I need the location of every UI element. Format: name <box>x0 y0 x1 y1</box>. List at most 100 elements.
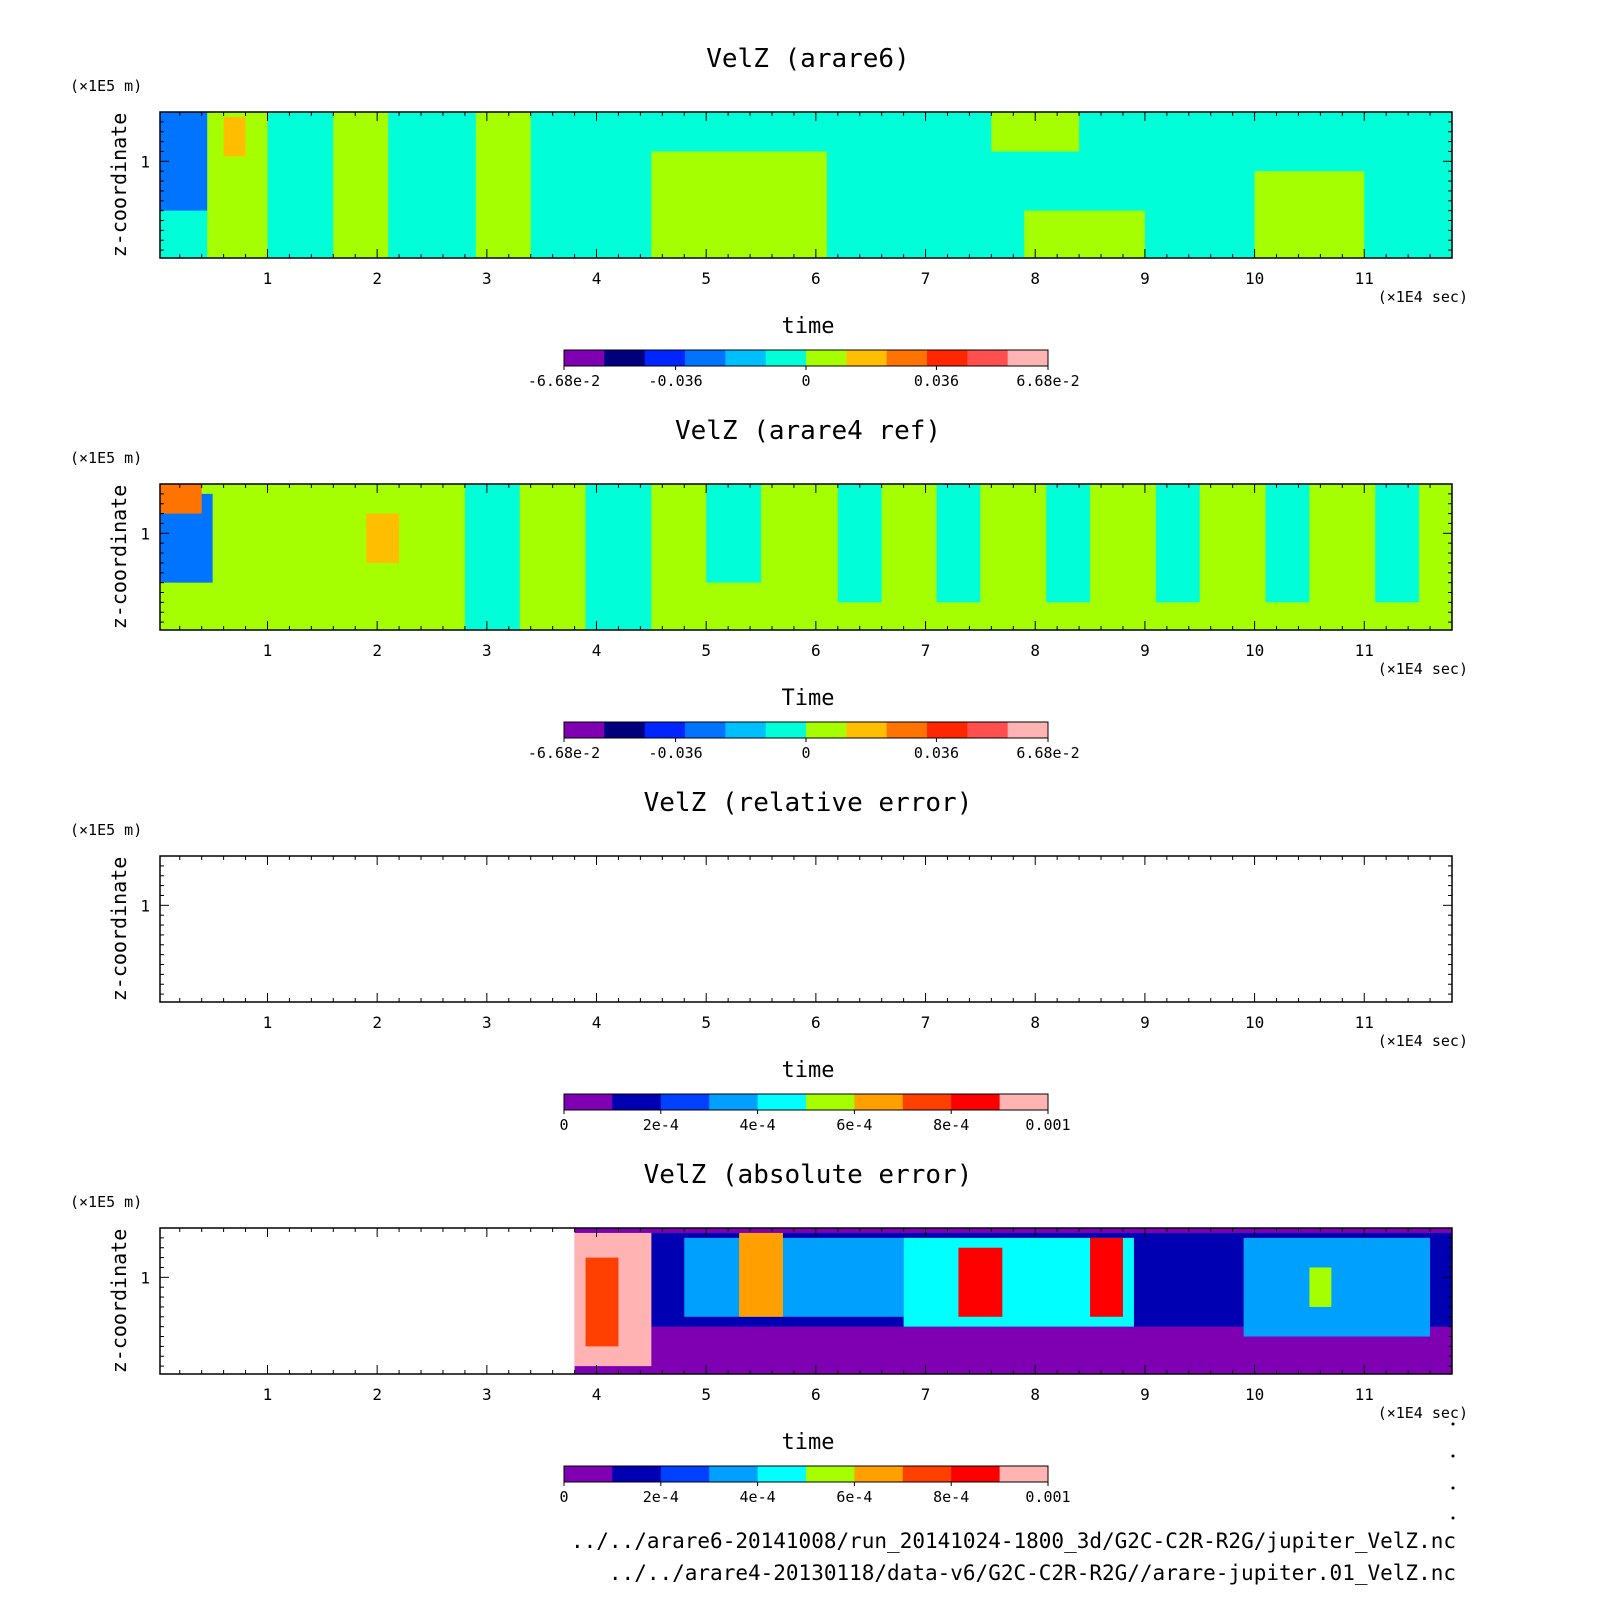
x-tick-label: 1 <box>263 1385 273 1404</box>
colorbar-swatch <box>854 1094 904 1110</box>
colorbar: -6.68e-2 -0.036 0 0.036 6.68e-2 <box>528 349 1080 390</box>
panel-arare6: VelZ (arare6) (×1E5 m) z-coordinate 1 2 3 4… <box>70 44 1468 390</box>
source-file-path-2: ../../arare4-20130118/data-v6/G2C-C2R-R2… <box>609 1561 1456 1585</box>
colorbar-swatch <box>806 1094 855 1110</box>
contour-region <box>464 484 520 630</box>
colorbar-swatch <box>846 722 888 738</box>
panel-title: VelZ (arare6) <box>706 44 910 74</box>
colorbar-label: -6.68e-2 <box>528 744 600 762</box>
contour-region <box>739 1232 783 1317</box>
contour-region <box>1243 1237 1431 1337</box>
colorbar-swatch <box>806 350 847 366</box>
x-tick-label: 3 <box>482 1013 492 1032</box>
x-tick-label: 4 <box>592 269 602 288</box>
colorbar-label: 6.68e-2 <box>1016 744 1079 762</box>
contour-region <box>585 484 652 630</box>
x-tick-label: 8 <box>1030 1385 1040 1404</box>
contour-region <box>1309 1267 1332 1307</box>
heatmap-plot: 1 2 3 4 5 6 7 8 9 10 111 <box>140 855 1453 1032</box>
heatmap-plot: 1 2 3 4 5 6 7 8 9 10 111 <box>140 1227 1453 1404</box>
colorbar-swatch <box>757 1094 807 1110</box>
colorbar-label: 0.036 <box>914 372 959 390</box>
x-tick-label: 5 <box>701 1013 711 1032</box>
x-tick-label: 7 <box>921 1385 931 1404</box>
colorbar-swatch <box>604 350 646 366</box>
contour-region <box>1024 210 1145 258</box>
colorbar-swatch <box>660 1466 710 1482</box>
y-unit-label: (×1E5 m) <box>70 449 142 467</box>
colorbar-swatch <box>902 1466 952 1482</box>
panel-title: VelZ (arare4 ref) <box>675 416 941 446</box>
colorbar-swatch <box>644 722 686 738</box>
x-tick-label: 6 <box>811 269 821 288</box>
x-tick-label: 1 <box>263 641 273 660</box>
colorbar-swatch <box>564 350 605 366</box>
colorbar-swatch <box>612 1094 662 1110</box>
colorbar-swatch <box>685 722 726 738</box>
x-unit-label: (×1E4 sec) <box>1378 660 1468 678</box>
panel-title: VelZ (relative error) <box>644 788 973 818</box>
x-tick-label: 2 <box>372 269 382 288</box>
colorbar-swatch <box>951 1094 1001 1110</box>
colorbar-swatch <box>564 1466 613 1482</box>
x-tick-label: 8 <box>1030 1013 1040 1032</box>
colorbar-swatch <box>806 722 847 738</box>
x-tick-label: 6 <box>811 1385 821 1404</box>
x-tick-label: 9 <box>1140 1013 1150 1032</box>
colorbar-swatch <box>967 722 1009 738</box>
colorbar-swatch <box>685 350 726 366</box>
x-tick-label: 4 <box>592 1013 602 1032</box>
colorbar-swatch <box>564 1094 613 1110</box>
x-tick-label: 10 <box>1245 641 1264 660</box>
colorbar-swatch <box>846 350 888 366</box>
x-tick-label: 5 <box>701 269 711 288</box>
colorbar-swatch <box>902 1094 952 1110</box>
colorbar-label: 8e-4 <box>933 1488 969 1506</box>
y-unit-label: (×1E5 m) <box>70 1193 142 1211</box>
dot-marker <box>1451 1422 1455 1426</box>
colorbar-swatch <box>644 350 686 366</box>
colorbar-label: 0.001 <box>1025 1116 1070 1134</box>
colorbar-label: 8e-4 <box>933 1116 969 1134</box>
plot-frame <box>159 855 1453 1003</box>
colorbar-frame <box>563 1465 1049 1483</box>
colorbar-swatch <box>604 722 646 738</box>
colorbar-swatch <box>709 1094 759 1110</box>
x-tick-label: 4 <box>592 1385 602 1404</box>
y-axis-label: z-coordinate <box>107 113 131 258</box>
colorbar-label: 0.036 <box>914 744 959 762</box>
contour-region <box>958 1247 1003 1317</box>
x-tick-label: 9 <box>1140 269 1150 288</box>
contour-region <box>160 484 1452 630</box>
panel-arare4-ref: VelZ (arare4 ref) (×1E5 m) z-coordinate … <box>70 416 1468 762</box>
x-tick-label: 7 <box>921 269 931 288</box>
panel-absolute-error: VelZ (absolute error) (×1E5 m) z-coordin… <box>70 1160 1468 1506</box>
contour-region <box>1090 1237 1123 1317</box>
colorbar-swatch <box>765 722 807 738</box>
contour-region <box>651 151 827 258</box>
y-axis-label: z-coordinate <box>107 857 131 1002</box>
x-tick-label: 3 <box>482 641 492 660</box>
y-tick-label: 1 <box>140 524 150 543</box>
colorbar-swatch <box>725 722 767 738</box>
contour-region <box>706 484 762 583</box>
x-tick-label: 11 <box>1355 1385 1374 1404</box>
x-tick-label: 11 <box>1355 1013 1374 1032</box>
contour-region <box>585 1257 619 1347</box>
source-file-path-1: ../../arare6-20141008/run_20141024-1800_… <box>571 1529 1456 1553</box>
colorbar-label: 6e-4 <box>836 1116 872 1134</box>
y-tick-label: 1 <box>140 1268 150 1287</box>
x-tick-label: 6 <box>811 1013 821 1032</box>
contour-region <box>160 484 202 514</box>
colorbar-label: 0 <box>559 1116 568 1134</box>
x-unit-label: (×1E4 sec) <box>1378 288 1468 306</box>
x-unit-label: (×1E4 sec) <box>1378 1032 1468 1050</box>
dot-marker <box>1451 1516 1455 1520</box>
colorbar-swatch <box>886 722 928 738</box>
colorbar-swatch <box>1007 350 1049 366</box>
plot-frame <box>159 1227 1453 1375</box>
colorbar-label: 0.001 <box>1025 1488 1070 1506</box>
colorbar-swatch <box>806 1466 855 1482</box>
contour-region <box>1375 484 1420 603</box>
colorbar: 0 2e-4 4e-4 6e-4 8e-4 0.001 <box>559 1093 1071 1134</box>
